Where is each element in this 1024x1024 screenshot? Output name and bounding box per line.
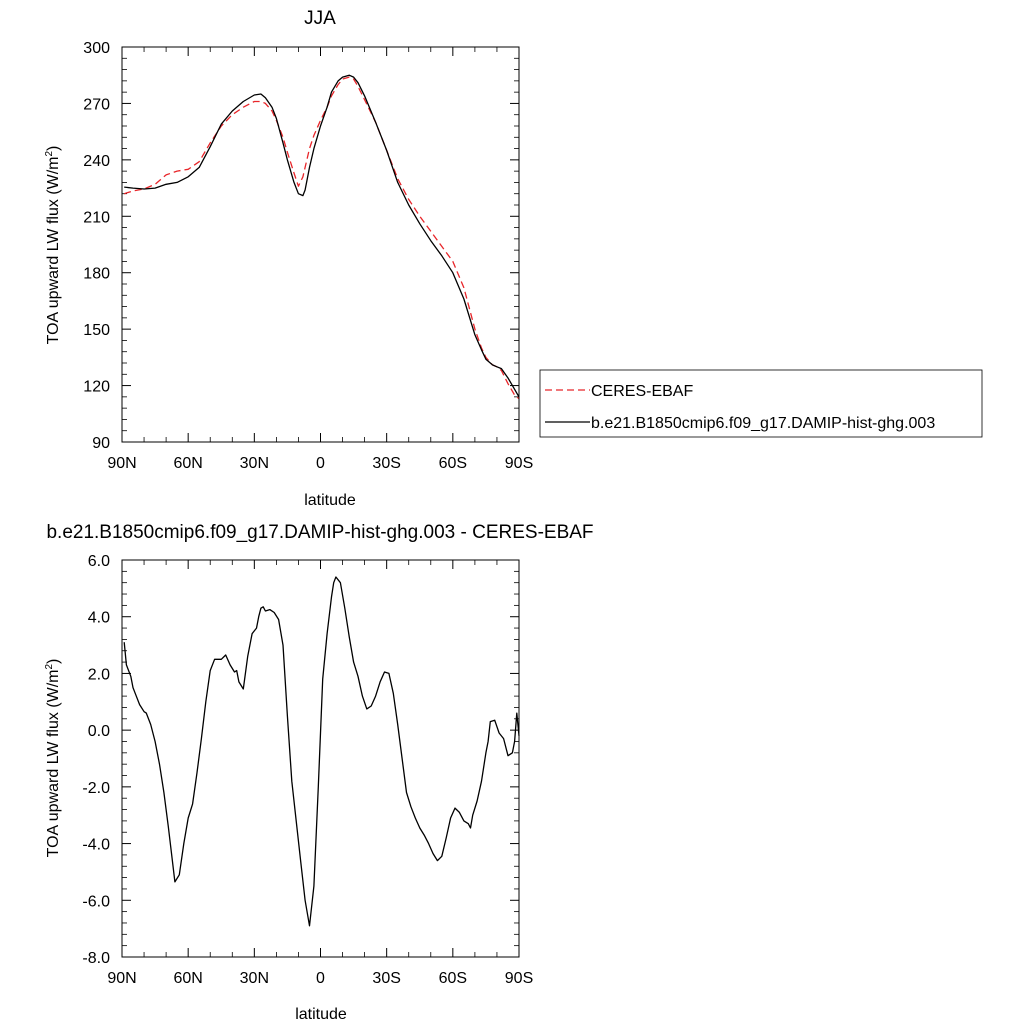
bottom-y-axis-label: TOA upward LW flux (W/m2)	[44, 659, 62, 858]
top-x-tick-label: 30S	[372, 455, 400, 472]
bottom-difference-line	[123, 576, 520, 927]
top-y-tick-label: 180	[83, 266, 110, 283]
bottom-x-tick-label: 90S	[505, 970, 533, 987]
bottom-x-tick-label: 0	[316, 970, 325, 987]
top-plot-frame	[121, 46, 520, 443]
top-y-tick-label: 300	[83, 40, 110, 57]
legend: CERES-EBAF b.e21.B1850cmip6.f09_g17.DAMI…	[539, 369, 983, 438]
bottom-y-axis-ticks: -8.0 -6.0 -4.0 -2.0 0.0 2.0 4.0 6.0	[82, 553, 519, 967]
bottom-y-tick-label: 6.0	[88, 553, 110, 570]
top-y-tick-label: 240	[83, 153, 110, 170]
top-y-tick-label: 270	[83, 96, 110, 113]
top-series-lines	[124, 74, 520, 400]
top-x-tick-label: 0	[316, 455, 325, 472]
bottom-x-tick-label: 60S	[439, 970, 467, 987]
bottom-x-axis-ticks: 90N 60N 30N 0 30S 60S 90S	[107, 560, 533, 987]
top-ceres-ebaf-line	[124, 76, 520, 400]
bottom-series-lines	[123, 576, 520, 927]
legend-ceres-label: CERES-EBAF	[591, 383, 693, 400]
bottom-y-tick-label: -8.0	[82, 950, 110, 967]
top-x-tick-label: 90N	[107, 455, 136, 472]
top-x-tick-label: 60N	[173, 455, 202, 472]
bottom-y-tick-label: 0.0	[88, 723, 110, 740]
top-chart-title: JJA	[304, 8, 336, 29]
top-x-axis-ticks: 90N 60N 30N 0 30S 60S 90S	[107, 47, 533, 472]
top-model-line	[124, 74, 520, 398]
legend-model-label: b.e21.B1850cmip6.f09_g17.DAMIP-hist-ghg.…	[591, 415, 935, 432]
top-panel: JJA 90 120 150 180 210 240 270 300 90N 60N 30N 0 30…	[44, 8, 983, 509]
bottom-x-tick-label: 60N	[173, 970, 202, 987]
top-y-axis-label: TOA upward LW flux (W/m2)	[44, 146, 62, 345]
bottom-chart-title: b.e21.B1850cmip6.f09_g17.DAMIP-hist-ghg.…	[46, 522, 593, 543]
bottom-y-tick-label: -2.0	[82, 780, 110, 797]
top-x-axis-label: latitude	[304, 492, 356, 509]
bottom-panel: b.e21.B1850cmip6.f09_g17.DAMIP-hist-ghg.…	[44, 522, 594, 1023]
top-y-tick-label: 90	[92, 435, 110, 452]
top-x-tick-label: 30N	[240, 455, 269, 472]
bottom-x-tick-label: 90N	[107, 970, 136, 987]
top-y-axis-ticks: 90 120 150 180 210 240 270 300	[83, 40, 519, 452]
top-y-tick-label: 120	[83, 379, 110, 396]
bottom-y-tick-label: 2.0	[88, 666, 110, 683]
bottom-x-tick-label: 30N	[240, 970, 269, 987]
legend-box	[539, 369, 983, 438]
bottom-y-tick-label: -4.0	[82, 837, 110, 854]
bottom-y-tick-label: 4.0	[88, 610, 110, 627]
bottom-plot-frame	[121, 559, 520, 958]
top-x-tick-label: 60S	[439, 455, 467, 472]
top-y-tick-label: 150	[83, 322, 110, 339]
bottom-x-tick-label: 30S	[372, 970, 400, 987]
bottom-y-tick-label: -6.0	[82, 893, 110, 910]
top-x-tick-label: 90S	[505, 455, 533, 472]
bottom-x-axis-label: latitude	[295, 1006, 347, 1023]
top-y-tick-label: 210	[83, 209, 110, 226]
